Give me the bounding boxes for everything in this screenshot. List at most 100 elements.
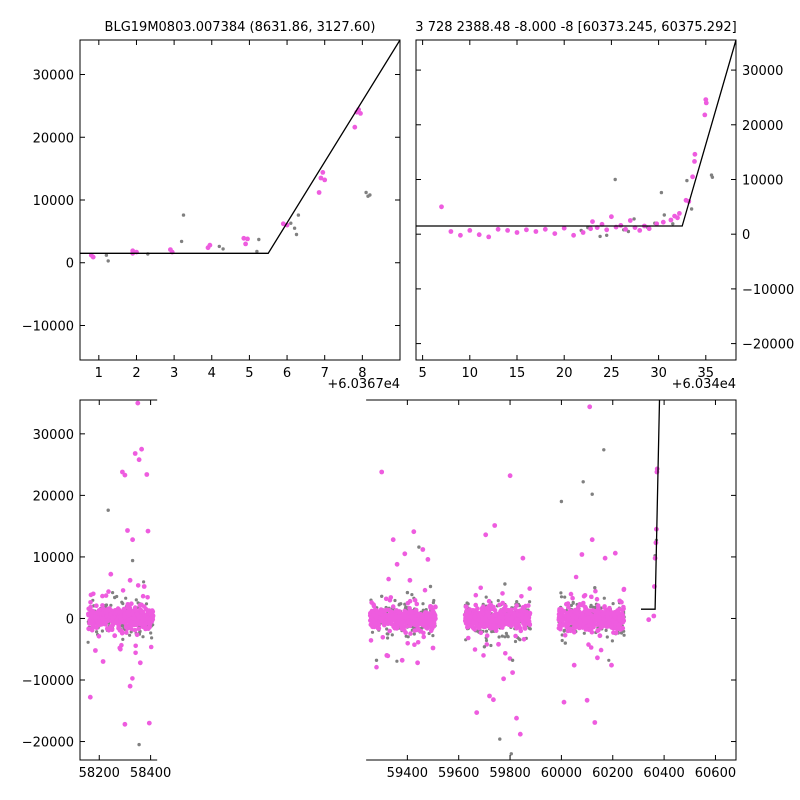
data-point xyxy=(710,175,715,179)
data-point xyxy=(103,603,108,608)
data-point xyxy=(133,650,138,656)
data-point xyxy=(473,602,479,608)
data-point xyxy=(86,640,90,644)
data-point xyxy=(129,620,135,626)
data-point xyxy=(572,623,577,628)
data-point xyxy=(515,600,519,604)
data-point xyxy=(476,232,482,238)
data-point xyxy=(617,615,622,621)
data-point xyxy=(405,641,411,646)
data-point xyxy=(289,221,293,225)
data-point xyxy=(651,613,657,619)
data-point xyxy=(241,235,247,241)
y-tick-label: 10000 xyxy=(33,551,74,566)
data-point xyxy=(509,752,513,756)
data-point xyxy=(520,555,526,561)
data-point xyxy=(431,634,435,638)
data-point xyxy=(179,239,184,244)
data-point xyxy=(584,616,589,622)
data-point xyxy=(586,611,592,616)
data-point xyxy=(135,400,141,406)
data-point xyxy=(518,628,524,634)
data-point xyxy=(589,594,594,600)
data-point xyxy=(111,591,115,595)
data-point xyxy=(439,204,444,210)
data-point xyxy=(581,480,585,484)
data-point xyxy=(612,550,618,556)
data-point xyxy=(611,602,615,606)
data-point xyxy=(118,614,123,620)
data-point xyxy=(428,604,434,609)
data-point xyxy=(94,625,99,631)
data-point xyxy=(472,647,478,652)
data-point xyxy=(294,232,299,237)
data-point xyxy=(221,247,225,251)
data-point xyxy=(609,625,615,630)
data-point xyxy=(500,625,505,630)
data-point xyxy=(126,617,131,623)
data-point xyxy=(121,606,127,612)
data-point xyxy=(521,605,526,610)
data-point xyxy=(407,577,413,583)
data-point xyxy=(145,595,150,600)
data-point xyxy=(589,629,595,635)
data-point xyxy=(141,584,147,589)
data-point xyxy=(393,598,397,603)
data-point xyxy=(120,600,124,604)
data-point xyxy=(578,622,583,627)
data-point xyxy=(584,697,590,703)
plot-area xyxy=(416,40,736,240)
data-point xyxy=(415,640,421,645)
data-point xyxy=(528,600,532,604)
data-point xyxy=(602,605,607,610)
data-point xyxy=(588,226,593,232)
data-point xyxy=(131,616,137,621)
data-point xyxy=(498,608,503,614)
data-point xyxy=(395,620,400,625)
data-point xyxy=(105,626,110,632)
data-point xyxy=(492,523,498,528)
x-tick-label: 60400 xyxy=(643,766,684,781)
data-point xyxy=(106,259,110,263)
data-point xyxy=(420,547,426,552)
data-point xyxy=(409,619,414,624)
data-point xyxy=(654,221,660,227)
x-tick-label: 58400 xyxy=(130,766,171,781)
data-point xyxy=(466,602,470,606)
data-point xyxy=(108,612,113,617)
data-point xyxy=(104,253,109,257)
data-point xyxy=(478,630,484,636)
data-point xyxy=(646,226,652,232)
data-point xyxy=(386,632,390,636)
data-point xyxy=(137,742,141,747)
data-point xyxy=(388,595,394,600)
data-point xyxy=(379,469,385,475)
data-point xyxy=(662,213,666,217)
data-point xyxy=(517,731,523,737)
data-point xyxy=(503,582,507,586)
data-point xyxy=(125,528,130,533)
data-point xyxy=(478,585,484,591)
top-left-x-offset: +6.0367e4 xyxy=(327,377,400,392)
data-point xyxy=(122,619,127,624)
data-point xyxy=(280,221,286,227)
data-point xyxy=(527,626,531,630)
data-point xyxy=(570,595,575,601)
data-point xyxy=(429,626,435,631)
data-point xyxy=(100,603,105,608)
data-point xyxy=(473,592,479,598)
data-point xyxy=(562,633,568,638)
data-point xyxy=(594,616,600,621)
data-point xyxy=(496,599,500,603)
data-point xyxy=(133,643,138,649)
data-point xyxy=(671,222,675,226)
data-point xyxy=(583,606,589,611)
data-point xyxy=(552,231,558,237)
data-point xyxy=(495,226,501,232)
data-point xyxy=(467,228,473,233)
top-right-title: 3 728 2388.48 -8.000 -8 [60373.245, 6037… xyxy=(415,20,736,35)
data-point xyxy=(685,178,689,183)
data-point xyxy=(292,226,297,230)
data-point xyxy=(501,609,507,614)
data-point xyxy=(144,602,149,606)
